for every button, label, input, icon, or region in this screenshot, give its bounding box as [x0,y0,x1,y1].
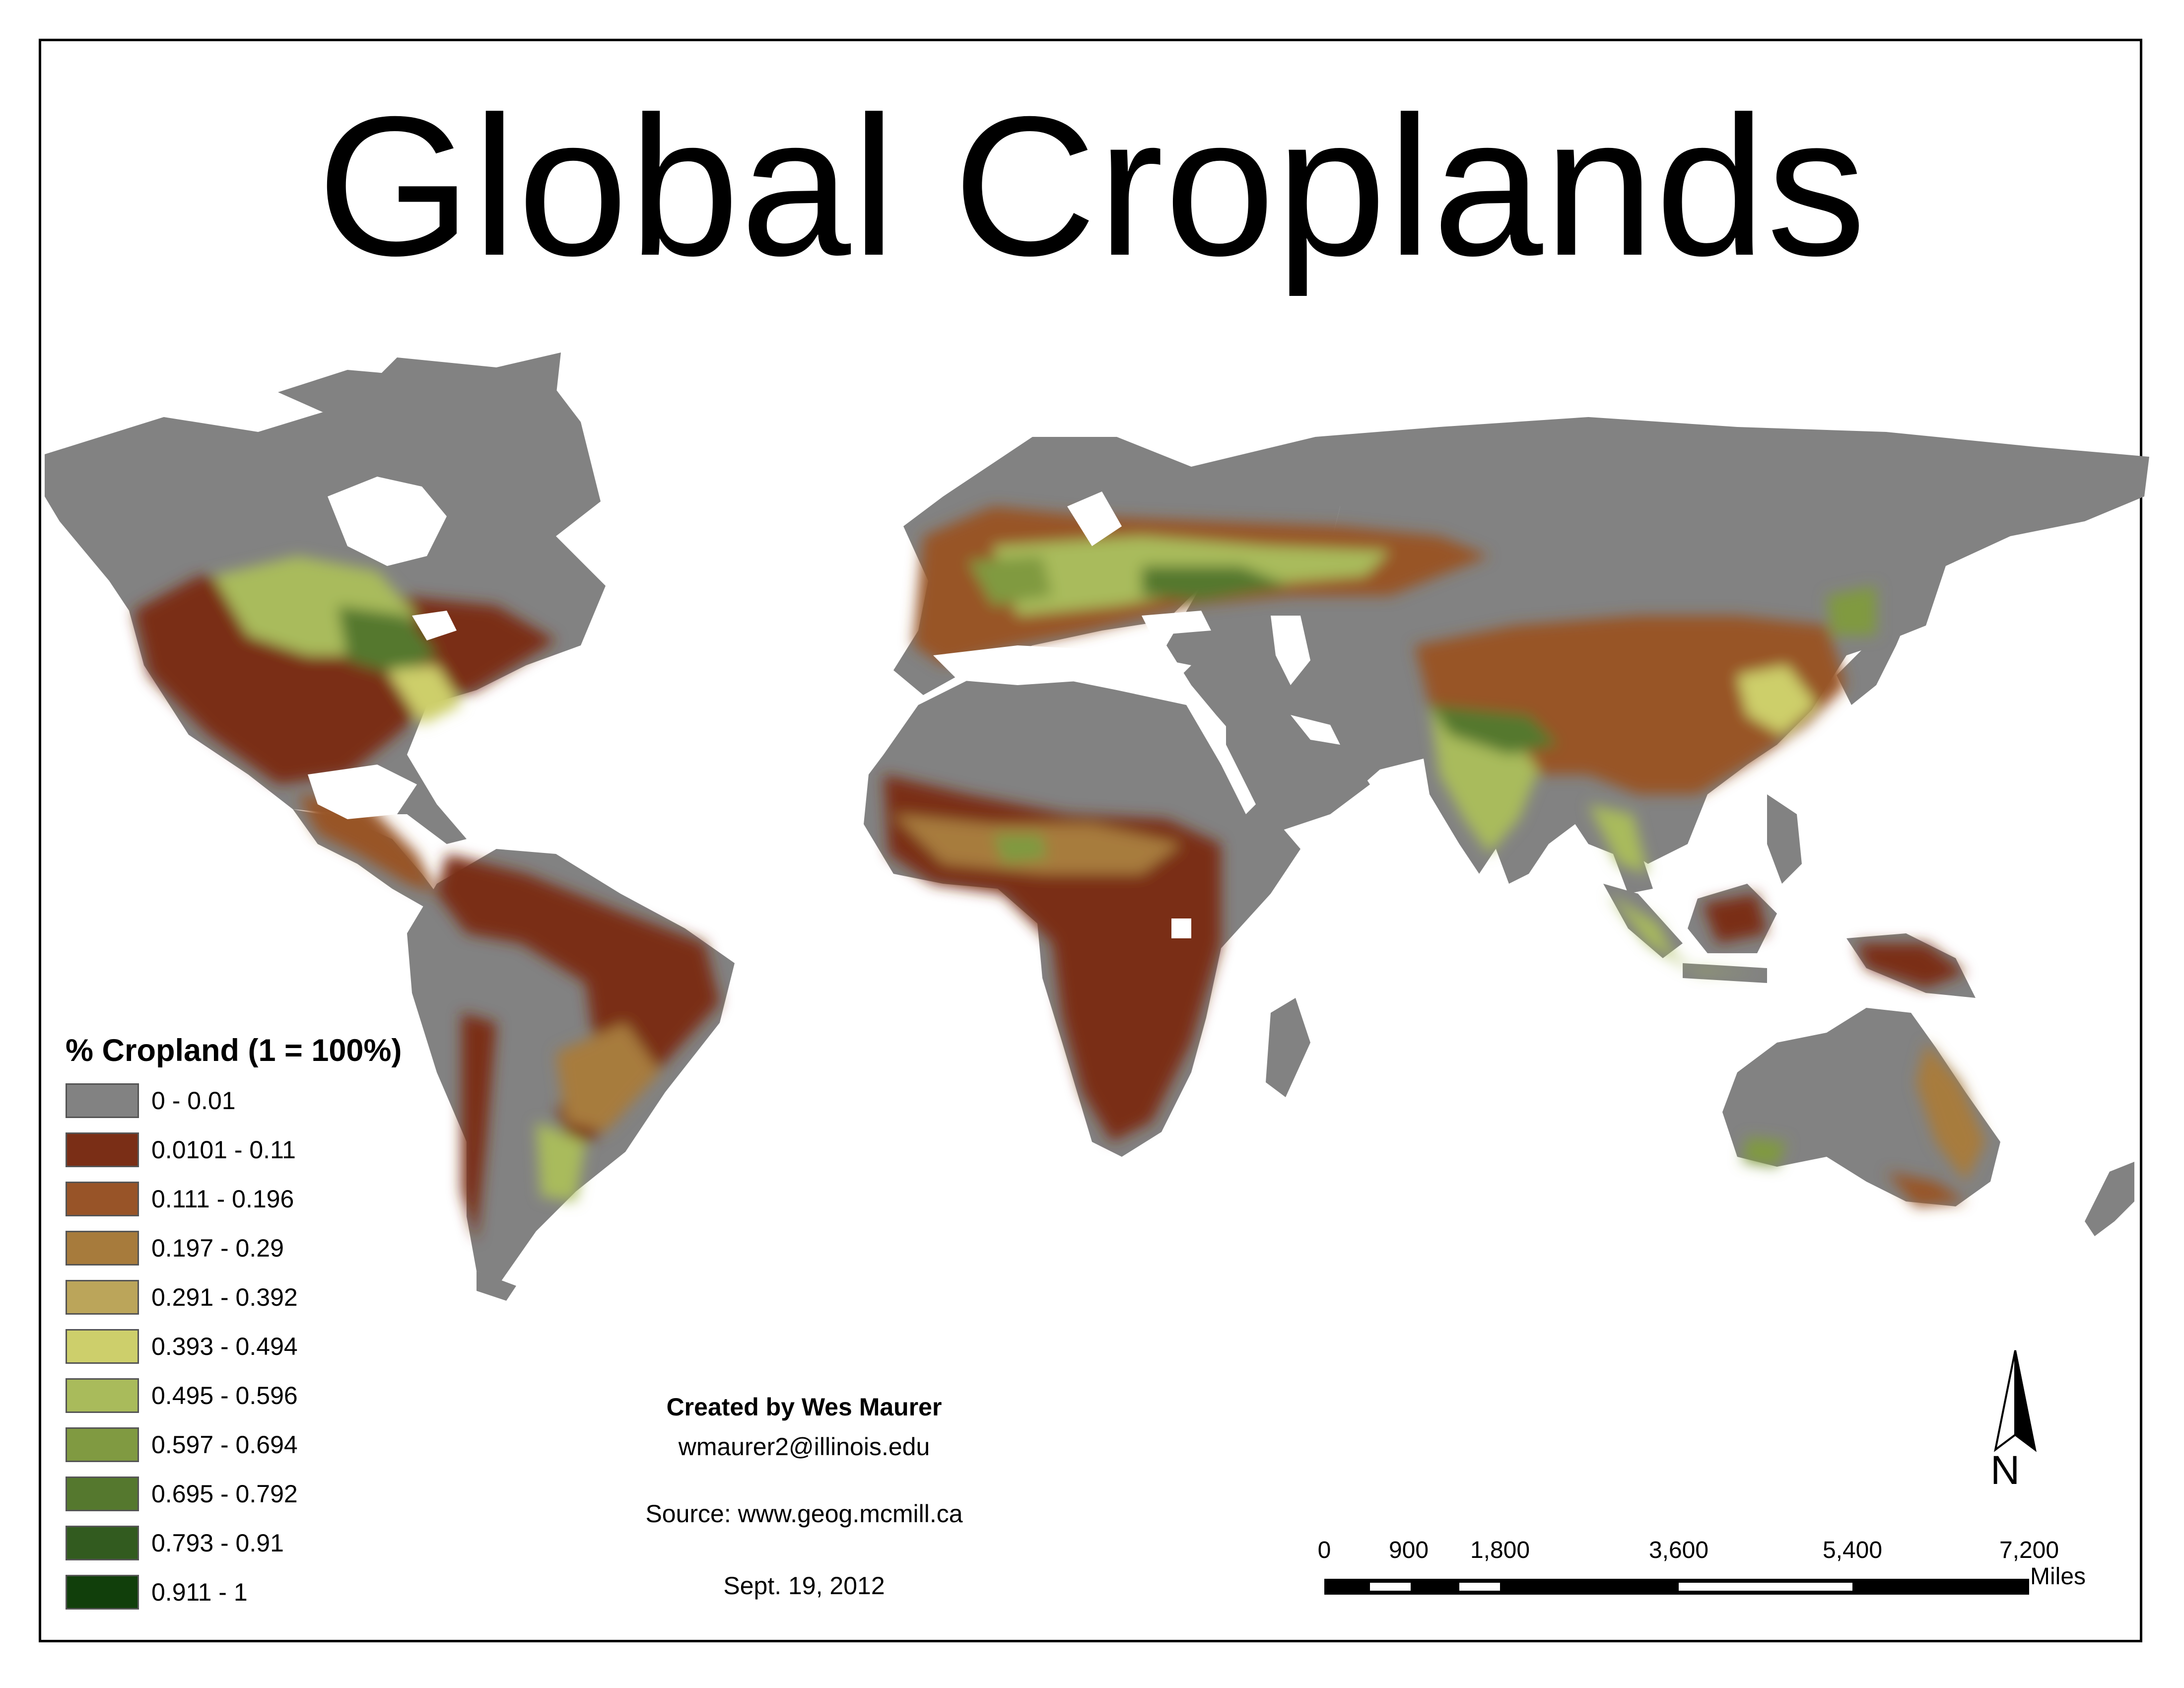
scale-bar-unit: Miles [2030,1563,2086,1590]
baltic-sea [1067,492,1122,546]
legend-title: % Cropland (1 = 100%) [66,1033,402,1068]
arabia [1226,670,1370,834]
mediterranean [933,645,1191,685]
legend-swatch [66,1329,139,1364]
legend-item: 0.393 - 0.494 [66,1329,402,1378]
red-sea [1191,705,1256,814]
legend-swatch [66,1280,139,1315]
source-credit: Source: www.geog.mcmill.ca [645,1500,963,1528]
legend-item: 0.911 - 1 [66,1575,402,1624]
map-date: Sept. 19, 2012 [723,1572,885,1600]
author-credit: Created by Wes Maurer [666,1393,942,1421]
persian-gulf [1291,715,1340,745]
legend-swatch [66,1378,139,1413]
cropland-overlays [134,506,1985,1241]
author-email: wmaurer2@illinois.edu [678,1433,930,1461]
north-arrow-label: N [1990,1448,2020,1493]
legend-swatch [66,1427,139,1462]
legend-item: 0.695 - 0.792 [66,1477,402,1526]
legend-label: 0.695 - 0.792 [151,1480,298,1508]
legend-label: 0.793 - 0.91 [151,1529,284,1557]
legend-swatch [66,1231,139,1266]
legend-label: 0 - 0.01 [151,1087,236,1115]
legend-item: 0.197 - 0.29 [66,1231,402,1280]
scale-bar-tick-label: 0 [1317,1537,1331,1563]
north-arrow-icon [1994,1350,2037,1452]
legend-label: 0.291 - 0.392 [151,1283,298,1311]
legend-swatch [66,1477,139,1511]
legend-label: 0.911 - 1 [151,1578,248,1606]
japan [1837,611,1911,705]
madagascar [1266,998,1310,1097]
legend-swatch [66,1182,139,1216]
legend-label: 0.495 - 0.596 [151,1382,298,1409]
scale-bar-tick-label: 5,400 [1822,1537,1883,1563]
philippines [1767,794,1802,884]
legend-item: 0 - 0.01 [66,1083,402,1132]
legend-label: 0.0101 - 0.11 [151,1136,296,1164]
legend-item: 0.0101 - 0.11 [66,1132,402,1182]
scale-bar-tick-label: 900 [1388,1537,1429,1563]
legend-label: 0.393 - 0.494 [151,1333,298,1360]
gulf-of-mexico [308,765,417,819]
legend-item: 0.291 - 0.392 [66,1280,402,1329]
legend-label: 0.197 - 0.29 [151,1234,284,1262]
caspian-sea [1271,616,1310,685]
water-bodies [308,477,1340,938]
legend-item: 0.111 - 0.196 [66,1182,402,1231]
legend-label: 0.111 - 0.196 [151,1185,294,1213]
legend-rows: 0 - 0.01 0.0101 - 0.11 0.111 - 0.196 0.197 … [66,1083,402,1624]
legend-item: 0.793 - 0.91 [66,1526,402,1575]
scale-bar-tick-label: 7,200 [1999,1537,2059,1563]
legend-swatch [66,1575,139,1610]
scale-bar-tick-label: 3,600 [1648,1537,1709,1563]
black-sea [1142,611,1211,635]
hudson-bay [328,477,447,566]
great-lakes [412,611,457,640]
lake-victoria [1171,918,1191,938]
legend-swatch [66,1526,139,1560]
legend-item: 0.495 - 0.596 [66,1378,402,1427]
new-zealand [2085,1162,2134,1236]
map-title: Global Croplands [317,75,1867,297]
legend-label: 0.597 - 0.694 [151,1431,298,1459]
legend: % Cropland (1 = 100%) 0 - 0.01 0.0101 - 0… [66,1033,402,1624]
legend-swatch [66,1083,139,1118]
tierra-del-fuego [477,1271,516,1301]
legend-item: 0.597 - 0.694 [66,1427,402,1477]
arctic-archipelago [278,367,546,412]
scale-bar-tick-label: 1,800 [1470,1537,1530,1563]
legend-swatch [66,1132,139,1167]
